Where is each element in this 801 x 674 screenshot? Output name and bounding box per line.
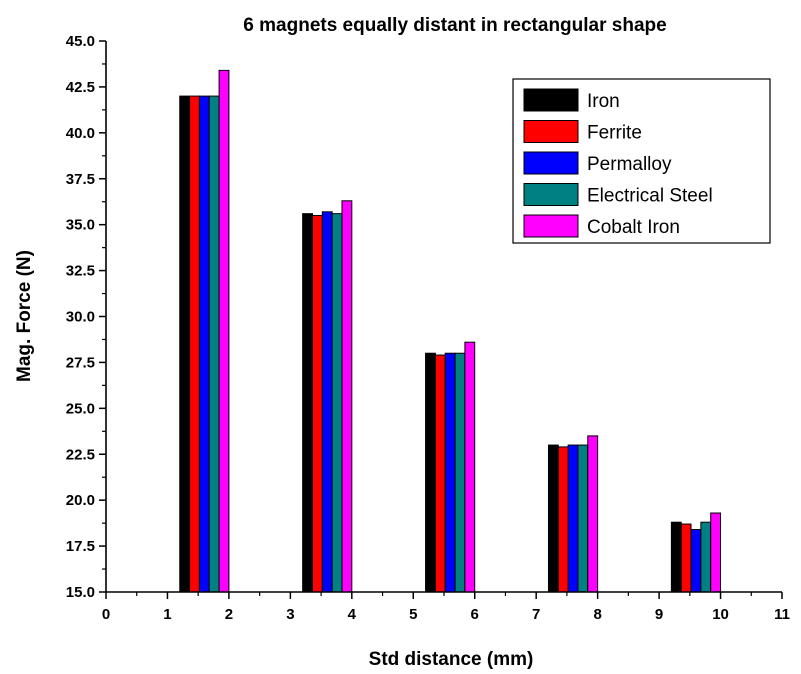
legend-swatch: [523, 183, 579, 206]
bar: [567, 444, 579, 593]
bar: [690, 529, 702, 593]
legend-label: Electrical Steel: [587, 186, 713, 207]
bar: [700, 521, 712, 593]
x-tick-label: 5: [409, 606, 417, 623]
axes: 0 1 2 3 4 5 6 7 8 9 10 11 15.0 17.5 20.0 22.5 25.0 27.5 30…: [66, 33, 790, 623]
x-tick-label: 10: [712, 606, 729, 623]
x-tick-label: 3: [286, 606, 294, 623]
bar: [587, 435, 599, 593]
y-tick-label: 27.5: [66, 354, 95, 371]
x-tick-label: 7: [532, 606, 540, 623]
legend-label: Cobalt Iron: [587, 217, 680, 238]
y-tick-label: 17.5: [66, 538, 95, 555]
x-axis-label: Std distance (mm): [369, 649, 534, 670]
legend-label: Iron: [587, 91, 620, 112]
y-tick-label: 25.0: [66, 400, 95, 417]
legend-label: Ferrite: [587, 123, 642, 144]
bar: [434, 354, 446, 593]
y-tick-label: 37.5: [66, 171, 95, 188]
y-tick-label: 42.5: [66, 79, 95, 96]
x-tick-label: 11: [774, 606, 790, 623]
y-tick-label: 32.5: [66, 263, 95, 280]
legend-label: Permalloy: [587, 154, 672, 175]
y-tick-label: 22.5: [66, 446, 95, 463]
bar: [218, 69, 230, 593]
bar: [425, 352, 436, 593]
legend-swatch: [523, 120, 579, 143]
bar: [321, 211, 333, 593]
y-tick-label: 35.0: [66, 217, 95, 234]
bar: [302, 213, 313, 593]
legend-swatch: [523, 88, 579, 112]
bar: [198, 95, 210, 593]
bar: [331, 213, 343, 593]
bar: [341, 200, 353, 593]
x-tick-label: 0: [102, 606, 110, 623]
y-tick-label: 15.0: [66, 584, 95, 601]
bar: [680, 523, 692, 593]
bar: [464, 341, 476, 593]
y-tick-label: 40.0: [66, 125, 95, 142]
bar: [179, 95, 191, 593]
bars: [179, 69, 722, 593]
legend-swatch: [523, 151, 579, 175]
y-tick-label: 45.0: [66, 33, 95, 50]
bar: [577, 444, 589, 593]
bar: [311, 214, 323, 593]
legend: Iron Ferrite Permalloy Electrical Steel Coba…: [512, 78, 771, 244]
y-axis-label: Mag. Force (N): [14, 250, 35, 382]
legend-swatch: [523, 214, 579, 238]
bar: [189, 95, 200, 593]
bar: [710, 512, 722, 593]
x-tick-label: 8: [593, 606, 601, 623]
bar: [670, 521, 682, 593]
x-tick-label: 4: [348, 606, 357, 623]
bar: [208, 95, 220, 593]
chart-title: 6 magnets equally distant in rectangular…: [243, 15, 666, 36]
bar: [557, 446, 569, 593]
x-tick-label: 1: [163, 606, 171, 623]
bar: [454, 352, 466, 593]
x-tick-label: 2: [225, 606, 233, 623]
bar: [547, 444, 559, 593]
bar: [444, 352, 456, 593]
y-tick-label: 20.0: [66, 492, 95, 509]
x-tick-label: 9: [655, 606, 663, 623]
x-tick-label: 6: [471, 606, 479, 623]
y-tick-label: 30.0: [66, 309, 95, 326]
